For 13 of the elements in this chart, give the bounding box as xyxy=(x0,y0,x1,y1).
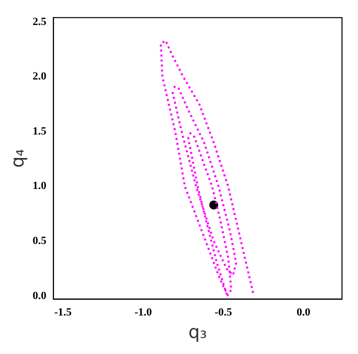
y-tick-label: 2.5 xyxy=(32,16,47,28)
x-axis-title: q₃ xyxy=(188,322,208,343)
y-tick-label: 0.5 xyxy=(32,234,47,247)
x-tick-label: -1.5 xyxy=(54,306,72,319)
x-tick-label: -0.5 xyxy=(214,306,233,319)
y-tick-label: 0.0 xyxy=(32,290,47,302)
x-tick-label: 0.0 xyxy=(296,306,311,319)
x-tick-label: -1.0 xyxy=(134,306,152,319)
line-series xyxy=(160,40,255,297)
y-tick-label: 2.0 xyxy=(32,70,47,83)
y-tick-label: 1.5 xyxy=(32,125,47,138)
y-tick-label: 1.0 xyxy=(32,180,47,192)
y-axis-title: q₄ xyxy=(7,149,28,168)
